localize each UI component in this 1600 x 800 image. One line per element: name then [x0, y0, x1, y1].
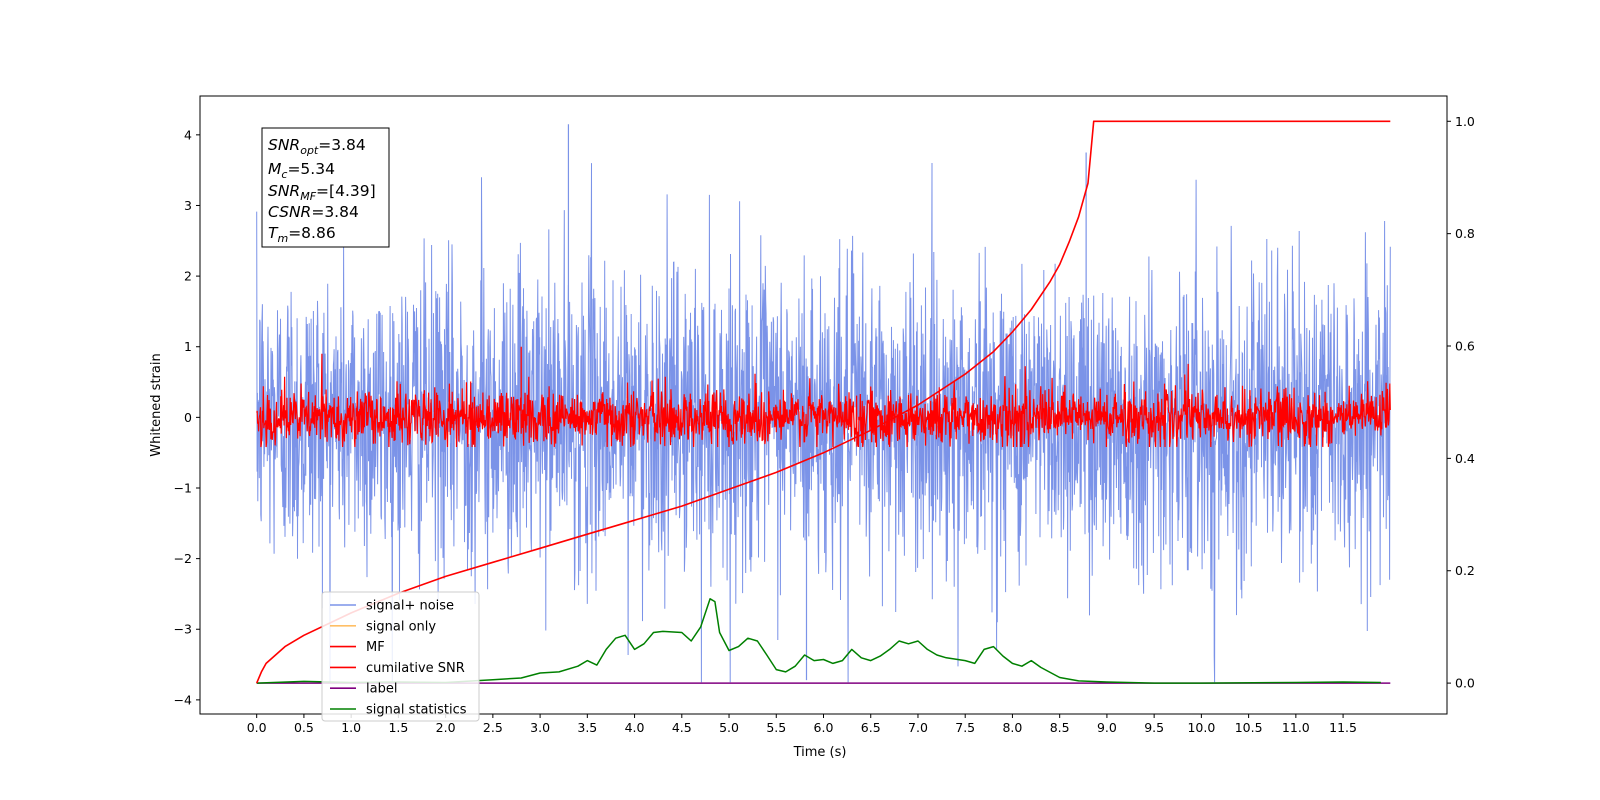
annotation-snr-opt: SNRopt=3.84	[268, 136, 366, 157]
x-tick-label: 10.0	[1187, 720, 1215, 735]
y2-tick-label: 1.0	[1455, 114, 1475, 129]
x-tick-label: 9.5	[1144, 720, 1164, 735]
y-tick-label: −3	[174, 622, 192, 637]
series-mf-line	[256, 353, 1391, 448]
x-tick-label: 1.5	[388, 720, 408, 735]
x-tick-label: 7.5	[955, 720, 975, 735]
x-tick-label: 5.0	[719, 720, 739, 735]
x-tick-label: 0.5	[294, 720, 314, 735]
y-tick-label: 4	[184, 127, 192, 142]
annotation-tm: Tm=8.86	[268, 224, 336, 245]
y2-tick-label: 0.4	[1455, 451, 1475, 466]
annotation-mc: Mc=5.34	[268, 160, 335, 181]
x-tick-label: 4.0	[625, 720, 645, 735]
y2-tick-label: 0.8	[1455, 226, 1475, 241]
x-tick-label: 4.5	[672, 720, 692, 735]
x-tick-label: 11.5	[1329, 720, 1357, 735]
y2-tick-label: 0.2	[1455, 563, 1475, 578]
annotation-csnr: CSNR=3.84	[268, 203, 359, 221]
legend-label: MF	[366, 640, 385, 655]
legend-label: label	[366, 682, 397, 697]
legend: signal+ noise signal only MF cumilative SNR…	[321, 591, 480, 722]
y-tick-label: 3	[184, 198, 192, 213]
x-tick-label: 2.0	[436, 720, 456, 735]
x-tick-label: 8.0	[1002, 720, 1022, 735]
x-tick-label: 6.0	[814, 720, 834, 735]
y-tick-label: 1	[184, 339, 192, 354]
y-tick-label: 0	[184, 410, 192, 425]
y-tick-label: −1	[174, 480, 192, 495]
x-tick-label: 7.0	[908, 720, 928, 735]
y-tick-label: 2	[184, 269, 192, 284]
y-axis-left: 4 3 2 1 0 −1 −2 −3 −4	[174, 127, 200, 707]
y-tick-label: −4	[174, 692, 192, 707]
y2-tick-label: 0.0	[1455, 676, 1475, 691]
x-tick-label: 5.5	[766, 720, 786, 735]
x-tick-label: 8.5	[1050, 720, 1070, 735]
annotation-box: SNRopt=3.84 Mc=5.34 SNRMF=[4.39] CSNR=3.…	[261, 127, 390, 248]
series-signal-noise-line	[256, 162, 1391, 683]
y2-tick-label: 0.6	[1455, 339, 1475, 354]
series-signal-statistics-line	[256, 598, 1381, 684]
legend-label: signal statistics	[366, 703, 467, 718]
x-tick-label: 3.0	[530, 720, 550, 735]
annotation-snr-mf: SNRMF=[4.39]	[268, 182, 376, 203]
x-tick-label: 9.0	[1097, 720, 1117, 735]
x-tick-label: 3.5	[577, 720, 597, 735]
x-tick-label: 6.5	[861, 720, 881, 735]
x-tick-label: 10.5	[1235, 720, 1263, 735]
legend-label: cumilative SNR	[366, 661, 465, 676]
x-tick-label: 0.0	[247, 720, 267, 735]
x-axis: 0.0 0.5 1.0 1.5 2.0 2.5 3.0 3.5 4.0 4.5 5.0 5.5 6.0 6…	[247, 714, 1357, 735]
x-tick-label: 2.5	[483, 720, 503, 735]
x-tick-label: 1.0	[341, 720, 361, 735]
y-tick-label: −2	[174, 551, 192, 566]
y-axis-right: 1.0 0.8 0.6 0.4 0.2 0.0	[1447, 114, 1475, 691]
legend-label: signal only	[366, 619, 436, 634]
y-axis-label: Whitened strain	[149, 353, 164, 456]
x-tick-label: 11.0	[1282, 720, 1310, 735]
x-axis-label: Time (s)	[793, 745, 847, 760]
legend-label: signal+ noise	[366, 599, 454, 614]
